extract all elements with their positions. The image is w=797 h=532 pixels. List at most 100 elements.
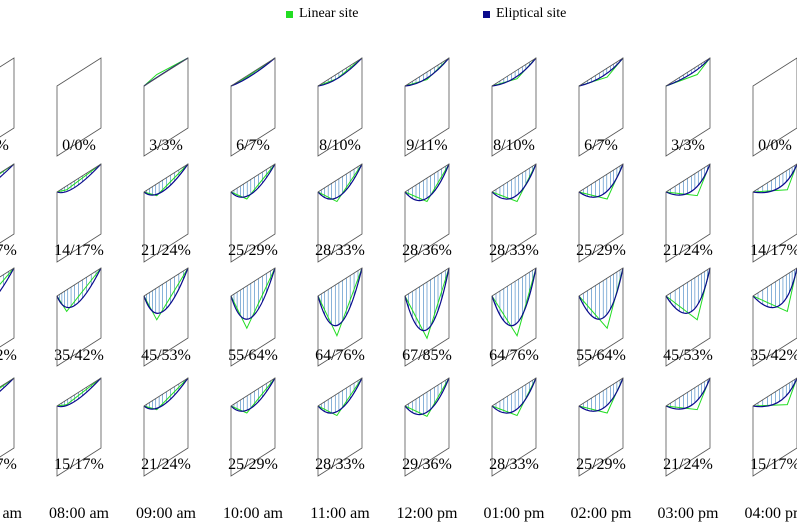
linear-site-curve [752,377,797,407]
window-frame [317,163,363,263]
shading-panel [752,267,797,367]
elliptical-site-curve [404,57,450,87]
shading-percentage-label: 29/36% [402,456,452,473]
linear-site-curve [404,377,450,418]
shading-percentage-label: 25/29% [228,242,278,259]
legend: Linear site Eliptical site [0,6,797,26]
shading-percentage-label: 3/3% [671,137,705,154]
linear-site-curve [0,377,15,389]
time-label: 10:00 am [223,505,283,522]
elliptical-site-curve [56,377,102,408]
shading-panel [491,163,537,263]
shading-panel [491,377,537,477]
window-frame [752,377,797,477]
window-frame [317,267,363,367]
window-frame [56,163,102,263]
time-label: 02:00 pm [570,505,632,522]
shading-panel [404,163,450,263]
shading-panel [0,163,15,244]
elliptical-site-curve [404,163,450,202]
elliptical-site-curve [578,267,624,320]
shading-panel [665,163,711,263]
linear-site-curve [230,377,276,414]
shading-panel [56,57,102,157]
shading-percentage-label: 8/10% [319,137,361,154]
elliptical-site-curve [56,267,102,308]
window-frame [752,267,797,367]
shading-percentage-label: 21/24% [663,456,713,473]
linear-site-curve [578,377,624,414]
window-frame [404,57,450,157]
elliptical-site-curve [0,267,15,292]
shading-panel [491,267,537,367]
linear-site-curve [491,267,537,337]
shading-panel [752,163,797,263]
linear-site-curve [404,57,450,87]
shading-panel [665,57,711,157]
linear-site-curve [665,163,711,197]
window-frame [578,163,624,263]
window-frame [752,163,797,263]
shading-percentage-label: 55/64% [576,347,626,364]
linear-site-curve [143,57,189,87]
elliptical-site-curve [143,267,189,314]
window-frame [404,163,450,263]
elliptical-site-curve [491,377,537,414]
window-frame [143,163,189,263]
time-label: 12:00 pm [396,505,458,522]
elliptical-site-curve [665,163,711,196]
shading-percentage-label: 64/76% [315,347,365,364]
elliptical-site-curve [752,163,797,194]
elliptical-site-curve [491,163,537,200]
window-frame [578,377,624,477]
elliptical-site-curve [230,163,276,198]
elliptical-site-curve [752,267,797,308]
shading-percentage-label: 9/11% [406,137,448,154]
time-label: 09:00 am [136,505,196,522]
shading-panel [317,57,363,157]
shading-panel [143,377,189,477]
elliptical-site-curve [143,377,189,410]
shading-panel [317,377,363,477]
linear-site-curve [317,163,363,203]
shading-panel [404,57,450,157]
shading-panel [578,163,624,263]
elliptical-site-curve [317,57,363,87]
linear-site-curve [143,163,189,197]
shading-panel [665,267,711,367]
shading-percentage-label: 21/24% [141,456,191,473]
window-frame [404,377,450,477]
elliptical-site-curve [665,377,711,410]
window-frame [56,57,102,157]
legend-elliptical: Eliptical site [483,6,566,22]
shading-panel [404,377,450,477]
linear-site-curve [143,377,189,411]
elliptical-swatch-icon [483,10,490,18]
shading-panel [143,57,189,157]
linear-site-curve [230,267,276,330]
shading-percentage-label: 28/33% [315,242,365,259]
shading-percentage-label: 0/0% [0,137,9,155]
legend-linear-label: Linear site [299,6,359,21]
shading-percentage-label: 25/29% [576,456,626,473]
time-label: 03:00 pm [657,505,719,522]
window-frame [143,267,189,367]
window-frame [665,377,711,477]
shading-percentage-label: 15/17% [0,456,17,473]
shading-percentage-label: 28/33% [315,456,365,473]
elliptical-site-curve [665,57,711,87]
shading-panel [578,267,624,367]
shading-panel [230,163,276,263]
shading-panel [230,377,276,477]
linear-site-curve [578,163,624,200]
shading-percentage-label: 67/85% [402,347,452,364]
shading-panel [404,267,450,367]
shading-percentage-label: 0/0% [62,137,96,154]
elliptical-site-curve [317,377,363,414]
linear-site-curve [56,267,102,313]
window-frame [230,163,276,263]
elliptical-site-curve [143,163,189,196]
shading-panel [752,57,797,157]
shading-percentage-label: 45/53% [141,347,191,364]
